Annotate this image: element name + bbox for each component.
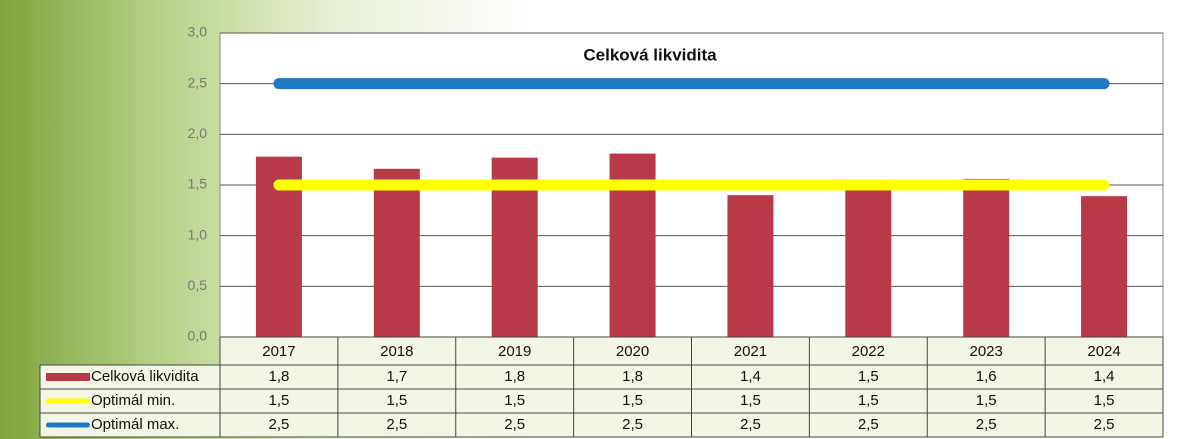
y-tick-label: 1,0 xyxy=(188,226,208,242)
table-value: 1,5 xyxy=(504,392,525,409)
table-value: 1,5 xyxy=(622,392,643,409)
x-tick-label: 2018 xyxy=(380,343,413,360)
table-value: 1,4 xyxy=(740,368,761,385)
legend-label: Celková likvidita xyxy=(91,368,199,385)
table-value: 1,8 xyxy=(622,368,643,385)
bar xyxy=(373,168,420,337)
table-value: 2,5 xyxy=(976,416,997,433)
table-value: 1,7 xyxy=(386,368,407,385)
legend-swatch xyxy=(46,422,90,428)
y-tick-label: 2,5 xyxy=(188,74,208,90)
table-value: 1,4 xyxy=(1094,368,1115,385)
x-tick-label: 2024 xyxy=(1087,343,1120,360)
table-value: 2,5 xyxy=(1094,416,1115,433)
chart-title: Celková likvidita xyxy=(583,45,717,64)
legend-swatch xyxy=(46,373,90,381)
table-value: 1,8 xyxy=(504,368,525,385)
table-value: 2,5 xyxy=(269,416,290,433)
legend-swatch xyxy=(46,398,90,404)
legend-label: Optimál min. xyxy=(91,392,175,409)
table-value: 2,5 xyxy=(740,416,761,433)
table-value: 1,5 xyxy=(976,392,997,409)
table-value: 1,5 xyxy=(1094,392,1115,409)
table-value: 1,6 xyxy=(976,368,997,385)
table-value: 2,5 xyxy=(622,416,643,433)
x-tick-label: 2017 xyxy=(262,343,295,360)
legend-label: Optimál max. xyxy=(91,416,179,433)
table-value: 1,5 xyxy=(386,392,407,409)
table-value: 2,5 xyxy=(858,416,879,433)
x-tick-label: 2023 xyxy=(970,343,1003,360)
bar xyxy=(845,185,892,337)
table-background xyxy=(40,365,1163,437)
table-value: 1,5 xyxy=(269,392,290,409)
x-tick-label: 2022 xyxy=(852,343,885,360)
table-value: 1,8 xyxy=(269,368,290,385)
x-tick-label: 2021 xyxy=(734,343,767,360)
x-tick-label: 2020 xyxy=(616,343,649,360)
y-tick-label: 1,5 xyxy=(188,176,208,192)
table-value: 2,5 xyxy=(504,416,525,433)
table-value: 1,5 xyxy=(858,368,879,385)
y-tick-label: 3,0 xyxy=(188,24,208,40)
table-value: 2,5 xyxy=(386,416,407,433)
bar xyxy=(1081,196,1128,337)
x-tick-label: 2019 xyxy=(498,343,531,360)
bar xyxy=(727,195,774,337)
y-tick-label: 0,0 xyxy=(188,328,208,344)
y-tick-label: 2,0 xyxy=(188,125,208,141)
table-value: 1,5 xyxy=(858,392,879,409)
y-tick-label: 0,5 xyxy=(188,277,208,293)
bar xyxy=(963,178,1010,337)
table-value: 1,5 xyxy=(740,392,761,409)
